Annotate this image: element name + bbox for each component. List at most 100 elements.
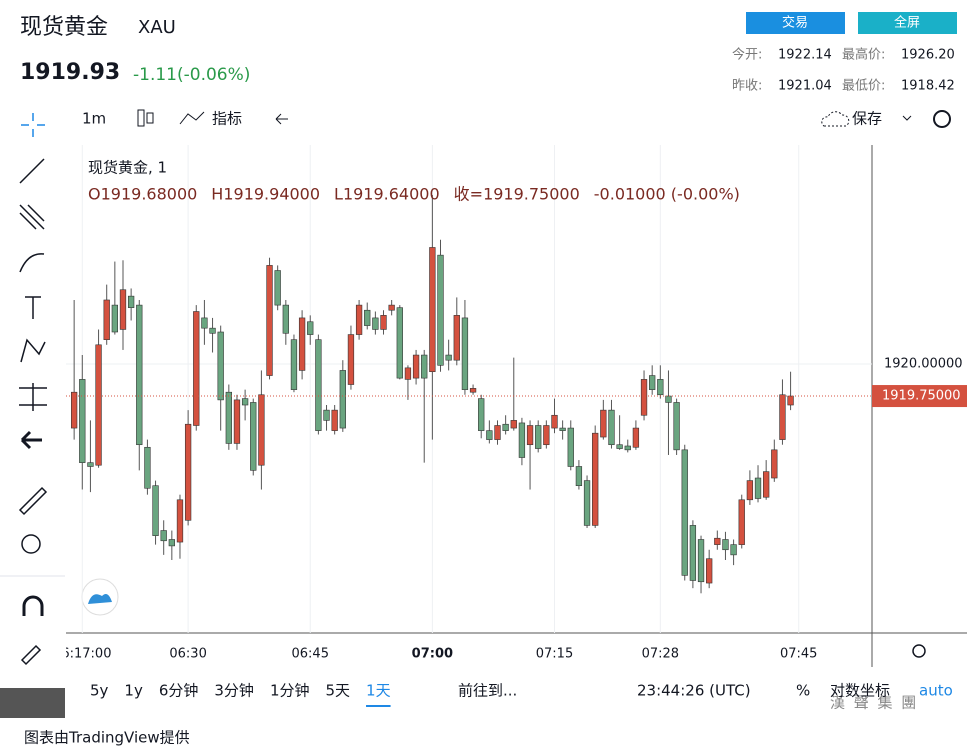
range-button[interactable]: 1天 xyxy=(366,682,391,700)
candle-body xyxy=(526,425,534,446)
x-tick-label: 07:15 xyxy=(536,647,573,662)
clock: 23:44:26 (UTC) xyxy=(637,682,751,700)
candle-body xyxy=(543,425,550,446)
candle-body xyxy=(396,307,403,379)
candle-body xyxy=(274,270,281,306)
candle-body xyxy=(494,425,501,440)
candle-icon[interactable] xyxy=(146,112,154,124)
candle-body xyxy=(266,265,273,376)
interval[interactable]: 1m xyxy=(82,110,106,128)
candle-body xyxy=(706,558,713,584)
candle-body xyxy=(689,525,697,581)
line-tool[interactable] xyxy=(19,158,45,184)
candle-body xyxy=(600,409,607,438)
last-price-tag xyxy=(872,385,967,408)
change: -1.11(-0.06%) xyxy=(133,65,250,85)
cloud-icon[interactable] xyxy=(821,111,850,127)
indicator-icon[interactable] xyxy=(179,111,205,125)
candle-body xyxy=(217,331,224,401)
candle-body xyxy=(461,317,469,390)
candle-body xyxy=(779,394,786,440)
chart: 06:17:00 06:30 06:45 07:00 07:15 07:28 07:45 xyxy=(66,145,872,662)
candle-body xyxy=(323,409,330,421)
brush-tool[interactable] xyxy=(19,253,45,273)
candle-body xyxy=(624,445,631,451)
candle-body xyxy=(640,379,648,416)
candle-body xyxy=(632,427,640,448)
candle-body xyxy=(193,311,200,426)
zoom-tool[interactable] xyxy=(21,534,41,554)
candle-body xyxy=(315,339,322,431)
candle-body xyxy=(144,446,151,489)
stat-value: 1926.20 xyxy=(901,48,955,63)
y-tick-label: 1920.00000 xyxy=(884,357,963,372)
range-button[interactable]: 5y xyxy=(90,682,109,700)
pattern-tool[interactable] xyxy=(20,338,46,363)
candle-body xyxy=(453,315,460,361)
ohlc-value: O1919.68000 xyxy=(88,185,197,204)
trade-button[interactable] xyxy=(746,12,845,34)
ohlc-value: -0.01000 (-0.00%) xyxy=(594,185,740,204)
candle-body xyxy=(697,539,705,583)
ohlc-value: L1919.64000 xyxy=(334,185,440,204)
candle-body xyxy=(657,379,664,396)
title: 现货黄金 xyxy=(20,15,108,40)
text-tool[interactable] xyxy=(25,296,41,319)
stat-value: 1921.04 xyxy=(778,79,832,94)
magnet-tool[interactable] xyxy=(22,595,44,616)
lock-tool[interactable] xyxy=(20,644,42,666)
candle-body xyxy=(412,354,420,379)
range-button[interactable]: 5天 xyxy=(325,682,350,700)
fullscreen-button-label[interactable]: 全屏 xyxy=(894,15,920,31)
candle-body xyxy=(233,399,241,444)
stat-value: 1922.14 xyxy=(778,48,832,63)
log-scale[interactable]: 对数坐标 xyxy=(830,682,890,700)
range-button[interactable]: 1分钟 xyxy=(270,682,310,700)
candle-body xyxy=(225,391,232,444)
stat-label: 昨收: xyxy=(732,79,762,94)
candle-body xyxy=(119,289,127,330)
indicators[interactable]: 指标 xyxy=(212,110,242,128)
candle-body xyxy=(127,295,135,308)
stat-value: 1918.42 xyxy=(901,79,955,94)
candle-body xyxy=(421,354,428,379)
candle-body xyxy=(445,354,452,361)
candle-body xyxy=(184,423,192,521)
measure-tool[interactable] xyxy=(19,383,47,411)
candle-body xyxy=(103,299,110,340)
range-button[interactable]: 6分钟 xyxy=(159,682,199,700)
candle-body xyxy=(649,375,656,390)
candle-body xyxy=(510,420,517,429)
auto[interactable]: auto xyxy=(919,682,953,700)
fullscreen-button[interactable] xyxy=(858,12,957,34)
candle-body xyxy=(250,402,257,471)
settings[interactable] xyxy=(933,110,951,128)
candle-body xyxy=(307,321,314,335)
candle-body xyxy=(331,409,338,431)
range-button[interactable]: 3分钟 xyxy=(214,682,254,700)
goto[interactable]: 前往到... xyxy=(458,682,517,700)
cursor-tool[interactable] xyxy=(21,113,45,137)
candle-body xyxy=(372,317,379,330)
axis-settings[interactable] xyxy=(912,644,926,658)
candle-body xyxy=(502,423,509,431)
dropdown[interactable] xyxy=(902,115,912,121)
x-tick-label: 07:45 xyxy=(780,647,817,662)
range-button[interactable]: 1y xyxy=(124,682,143,700)
collapse-button[interactable] xyxy=(0,688,65,718)
candle-icon[interactable] xyxy=(137,109,145,127)
save[interactable]: 保存 xyxy=(852,110,882,128)
undo[interactable] xyxy=(275,113,288,125)
ruler-tool[interactable] xyxy=(18,486,48,516)
back-tool[interactable] xyxy=(20,430,42,450)
fib-tool[interactable] xyxy=(19,204,45,230)
symbol: XAU xyxy=(138,17,176,38)
trade-button-label[interactable]: 交易 xyxy=(782,15,808,31)
candle-body xyxy=(290,339,298,390)
percent[interactable]: % xyxy=(796,682,810,700)
candle-body xyxy=(388,304,395,311)
candle-body xyxy=(681,449,688,576)
